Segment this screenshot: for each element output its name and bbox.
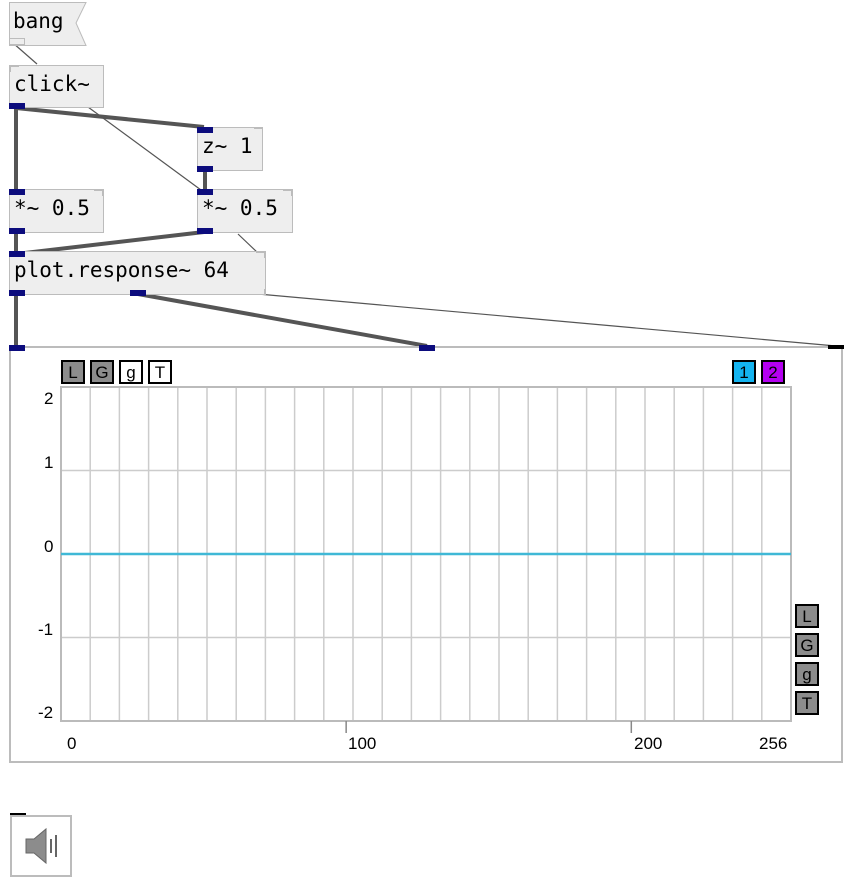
bang-label: bang — [13, 9, 64, 33]
click-outlet[interactable] — [9, 103, 25, 109]
multiply-right-object[interactable]: *~ 0.5 — [197, 189, 293, 233]
grid-toggle[interactable]: G — [90, 360, 114, 384]
z-inlet-right[interactable] — [254, 128, 263, 134]
plot-inlet-3[interactable] — [828, 345, 844, 349]
channel-2-button[interactable]: 2 — [761, 360, 785, 384]
y-linear-scale-toggle[interactable]: L — [795, 604, 819, 628]
y-tick-label: 1 — [44, 453, 54, 472]
minor-grid-toggle[interactable]: g — [119, 360, 143, 384]
multiply-right-label: *~ 0.5 — [202, 196, 278, 220]
y-minor-grid-toggle[interactable]: g — [795, 662, 819, 686]
multiply-right-outlet[interactable] — [197, 228, 213, 234]
x-tick-label: 0 — [67, 734, 77, 753]
plot-response-label: plot.response~ 64 — [14, 258, 229, 282]
cord-mul-right-plot-right[interactable] — [237, 233, 259, 254]
x-tick-label: 256 — [759, 734, 788, 753]
plot-inlet-2[interactable] — [419, 345, 435, 351]
multiply-right-inlet-right[interactable] — [283, 190, 292, 196]
bang-message[interactable]: bang — [9, 2, 87, 46]
cord-click-mul-right-control[interactable] — [87, 106, 202, 191]
plot-response-inlet-right[interactable] — [256, 252, 265, 258]
plot-inlet-1[interactable] — [9, 345, 25, 351]
plot-display[interactable] — [9, 346, 843, 763]
multiply-left-outlet[interactable] — [9, 228, 25, 234]
bang-outlet[interactable] — [9, 38, 25, 45]
multiply-left-inlet-right[interactable] — [94, 190, 103, 196]
y-grid-toggle[interactable]: G — [795, 633, 819, 657]
plot-response-object[interactable]: plot.response~ 64 — [9, 251, 266, 295]
dac-output-button[interactable] — [10, 815, 72, 877]
y-ticks-toggle[interactable]: T — [795, 691, 819, 715]
z-outlet[interactable] — [197, 166, 213, 172]
click-object[interactable]: click~ — [9, 65, 104, 108]
cord-click-z[interactable] — [15, 106, 205, 129]
plot-response-outlet-2[interactable] — [130, 290, 146, 296]
speaker-icon — [25, 827, 57, 865]
cord-plot-out2[interactable] — [137, 292, 428, 348]
multiply-left-label: *~ 0.5 — [14, 196, 90, 220]
click-label: click~ — [14, 72, 90, 96]
x-tick-label: 200 — [634, 734, 663, 753]
plot-response-outlet-3[interactable] — [256, 289, 265, 295]
y-tick-label: -1 — [38, 620, 54, 639]
y-tick-label: 0 — [44, 537, 54, 556]
cord-bang-click[interactable] — [12, 42, 38, 65]
y-tick-label: -2 — [38, 703, 54, 722]
linear-scale-toggle[interactable]: L — [61, 360, 85, 384]
x-tick-label: 100 — [348, 734, 377, 753]
z-object[interactable]: z~ 1 — [197, 127, 263, 171]
multiply-right-inlet[interactable] — [197, 189, 213, 195]
z-label: z~ 1 — [202, 134, 253, 158]
ticks-toggle[interactable]: T — [148, 360, 172, 384]
plot-response-outlet-1[interactable] — [9, 290, 25, 296]
cord-mul-right-plot[interactable] — [15, 230, 205, 256]
multiply-left-object[interactable]: *~ 0.5 — [9, 189, 104, 233]
y-tick-label: 2 — [44, 389, 54, 408]
channel-1-button[interactable]: 1 — [732, 360, 756, 384]
plot-response-inlet[interactable] — [9, 251, 25, 257]
click-inlet[interactable] — [10, 66, 19, 72]
cord-plot-out3[interactable] — [257, 293, 837, 347]
z-inlet-left[interactable] — [197, 127, 213, 133]
multiply-left-inlet[interactable] — [9, 189, 25, 195]
